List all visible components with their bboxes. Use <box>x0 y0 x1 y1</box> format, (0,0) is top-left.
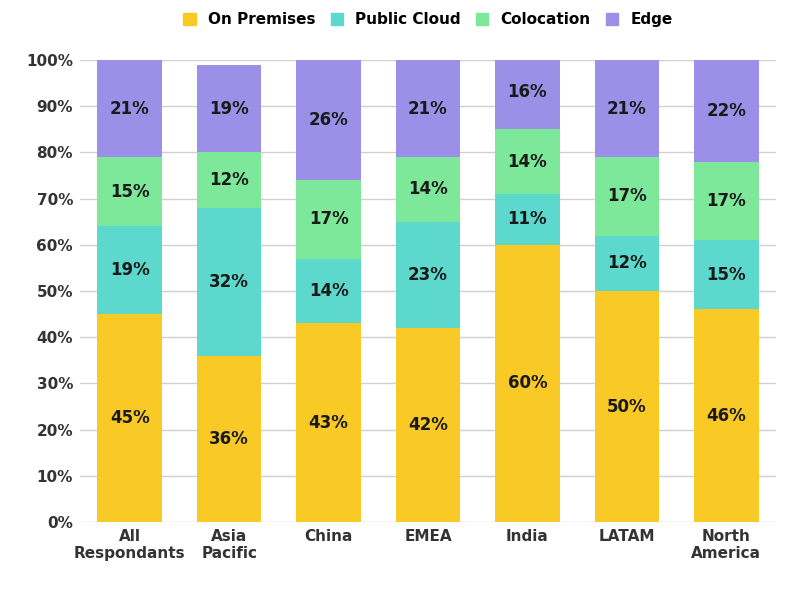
Bar <box>98 226 162 314</box>
Text: 42%: 42% <box>408 416 448 434</box>
Bar <box>694 240 758 310</box>
Text: 12%: 12% <box>210 171 249 189</box>
Text: 19%: 19% <box>110 261 150 279</box>
Bar <box>594 157 659 236</box>
Text: 43%: 43% <box>309 413 349 431</box>
Bar <box>396 222 460 328</box>
Bar <box>396 157 460 221</box>
Bar <box>197 65 262 152</box>
Text: 16%: 16% <box>508 83 547 101</box>
Text: 60%: 60% <box>508 374 547 392</box>
Text: 17%: 17% <box>309 211 349 229</box>
Text: 17%: 17% <box>706 192 746 210</box>
Bar <box>98 157 162 226</box>
Text: 21%: 21% <box>408 100 448 118</box>
Bar <box>296 60 361 180</box>
Bar <box>197 208 262 356</box>
Bar <box>495 55 560 129</box>
Bar <box>694 60 758 161</box>
Text: 32%: 32% <box>210 273 249 291</box>
Text: 22%: 22% <box>706 102 746 120</box>
Text: 17%: 17% <box>607 187 646 205</box>
Bar <box>594 60 659 157</box>
Text: 46%: 46% <box>706 407 746 425</box>
Text: 50%: 50% <box>607 397 646 415</box>
Bar <box>296 180 361 259</box>
Bar <box>694 161 758 240</box>
Text: 45%: 45% <box>110 409 150 427</box>
Text: 21%: 21% <box>607 100 646 118</box>
Text: 36%: 36% <box>210 430 249 448</box>
Bar <box>98 314 162 522</box>
Text: 26%: 26% <box>309 111 349 129</box>
Bar <box>594 291 659 522</box>
Text: 19%: 19% <box>210 100 249 118</box>
Text: 23%: 23% <box>408 266 448 284</box>
Bar <box>694 310 758 522</box>
Text: 14%: 14% <box>507 152 547 170</box>
Bar <box>495 129 560 194</box>
Text: 14%: 14% <box>408 181 448 199</box>
Text: 14%: 14% <box>309 282 349 300</box>
Bar <box>197 356 262 522</box>
Bar <box>98 60 162 157</box>
Bar <box>495 245 560 522</box>
Bar <box>396 60 460 157</box>
Text: 12%: 12% <box>607 254 646 272</box>
Text: 21%: 21% <box>110 100 150 118</box>
Bar <box>594 236 659 291</box>
Bar <box>296 259 361 323</box>
Text: 11%: 11% <box>508 211 547 229</box>
Bar <box>495 194 560 245</box>
Bar <box>197 152 262 208</box>
Bar <box>296 323 361 522</box>
Text: 15%: 15% <box>110 182 150 200</box>
Text: 15%: 15% <box>706 266 746 284</box>
Bar <box>396 328 460 522</box>
Legend: On Premises, Public Cloud, Colocation, Edge: On Premises, Public Cloud, Colocation, E… <box>179 8 677 32</box>
